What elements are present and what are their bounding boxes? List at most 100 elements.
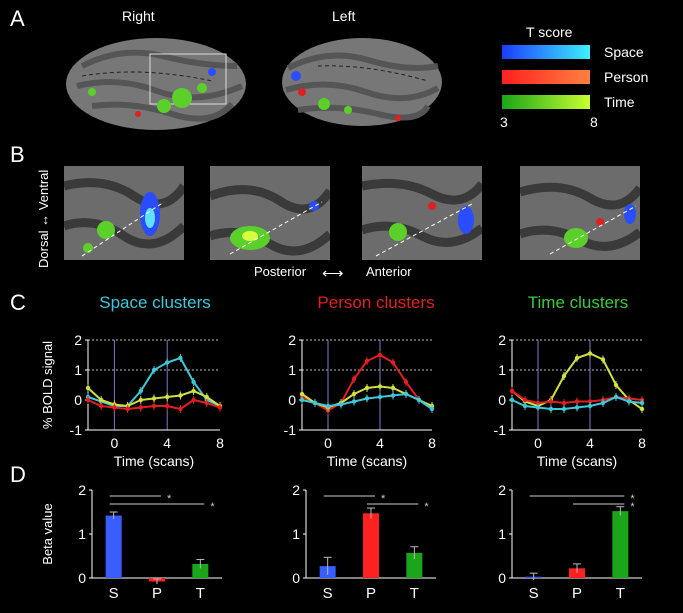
bar — [569, 568, 585, 578]
data-point — [587, 351, 593, 356]
category-label: P — [152, 585, 162, 602]
data-point — [99, 397, 104, 403]
legend-label-time: Time — [604, 94, 635, 110]
data-point — [178, 406, 183, 412]
y-tick-label: 0 — [498, 392, 506, 408]
data-point — [522, 403, 528, 409]
y-tick-label: 2 — [498, 332, 506, 348]
legend-title: T score — [526, 24, 573, 40]
data-point — [548, 399, 554, 404]
y-axis-label: Beta value — [40, 503, 55, 564]
posterior-label: Posterior — [254, 264, 307, 279]
significance-mark: * — [167, 493, 172, 505]
data-point — [600, 357, 606, 362]
legend-label-person: Person — [604, 69, 649, 85]
zoom-image-1 — [64, 166, 184, 260]
space-colorbar — [502, 45, 590, 59]
data-point — [85, 385, 91, 391]
panel-letter-b: B — [10, 142, 25, 167]
data-point — [151, 396, 157, 401]
y-tick-label: 1 — [74, 362, 82, 378]
data-point — [429, 406, 435, 412]
data-point — [509, 388, 515, 394]
data-point — [535, 400, 541, 406]
significance-mark: * — [210, 501, 215, 513]
data-point — [574, 405, 580, 410]
data-point — [364, 385, 370, 391]
y-tick-label: 2 — [498, 482, 506, 498]
data-point — [112, 405, 117, 410]
time-colorbar — [502, 95, 590, 109]
line-chart-title: Person clusters — [317, 293, 434, 312]
bar — [363, 513, 379, 578]
data-point — [390, 393, 396, 398]
x-tick-label: 4 — [163, 435, 171, 451]
category-label: S — [323, 585, 333, 602]
category-label: T — [196, 585, 205, 602]
legend-max: 8 — [590, 114, 598, 130]
bar — [192, 563, 209, 578]
data-point — [204, 400, 209, 406]
legend-min: 3 — [500, 114, 508, 130]
left-hemisphere-brain-image — [282, 38, 442, 126]
y-tick-label: 0 — [498, 570, 506, 586]
data-point — [574, 355, 580, 361]
data-point — [338, 402, 344, 407]
zoom-image-4 — [520, 166, 640, 260]
data-point — [613, 382, 619, 388]
data-point — [587, 403, 593, 409]
significance-mark: * — [630, 501, 635, 513]
data-point — [165, 403, 170, 409]
data-point — [416, 397, 422, 403]
data-point — [299, 397, 305, 403]
data-point — [191, 388, 196, 394]
data-point — [600, 400, 606, 406]
data-point — [390, 360, 396, 365]
data-point — [377, 384, 383, 389]
data-point — [377, 394, 383, 400]
data-point — [138, 397, 143, 403]
data-point — [613, 394, 619, 400]
data-point — [587, 399, 593, 404]
right-hemisphere-brain-image — [66, 38, 246, 130]
data-point — [351, 399, 357, 404]
y-tick-label: 0 — [74, 392, 82, 408]
data-point — [364, 396, 370, 401]
data-point — [561, 400, 567, 406]
x-tick-label: 8 — [216, 435, 224, 451]
data-point — [535, 405, 541, 410]
x-tick-label: 0 — [324, 435, 332, 451]
x-axis-label: Time (scans) — [114, 453, 194, 469]
legend-label-space: Space — [604, 44, 644, 60]
x-tick-label: 4 — [586, 435, 594, 451]
bar — [612, 511, 629, 578]
data-point — [574, 399, 580, 404]
anterior-label: Anterior — [366, 264, 412, 279]
bar — [105, 515, 122, 578]
y-tick-label: 0 — [292, 570, 300, 586]
data-point — [351, 391, 357, 397]
data-point — [561, 373, 567, 379]
data-point — [299, 391, 305, 397]
y-tick-label: 1 — [288, 362, 296, 378]
bar — [406, 552, 423, 578]
right-hemisphere-label: Right — [122, 8, 155, 24]
x-tick-label: 8 — [428, 435, 436, 451]
category-label: T — [410, 585, 419, 602]
data-point — [351, 376, 357, 382]
y-tick-label: -1 — [494, 422, 507, 438]
data-point — [191, 397, 196, 403]
data-point — [204, 394, 209, 400]
data-point — [138, 388, 143, 394]
line-chart-title: Space clusters — [99, 293, 211, 312]
category-label: S — [109, 585, 119, 602]
category-label: P — [366, 585, 376, 602]
data-point — [522, 397, 528, 403]
posterior-anterior-arrow: ⟷ — [322, 265, 344, 282]
y-tick-label: 1 — [498, 526, 506, 542]
person-colorbar — [502, 70, 590, 84]
data-point — [626, 399, 632, 404]
left-hemisphere-label: Left — [332, 8, 356, 24]
x-axis-label: Time (scans) — [537, 453, 617, 469]
data-point — [639, 406, 645, 412]
